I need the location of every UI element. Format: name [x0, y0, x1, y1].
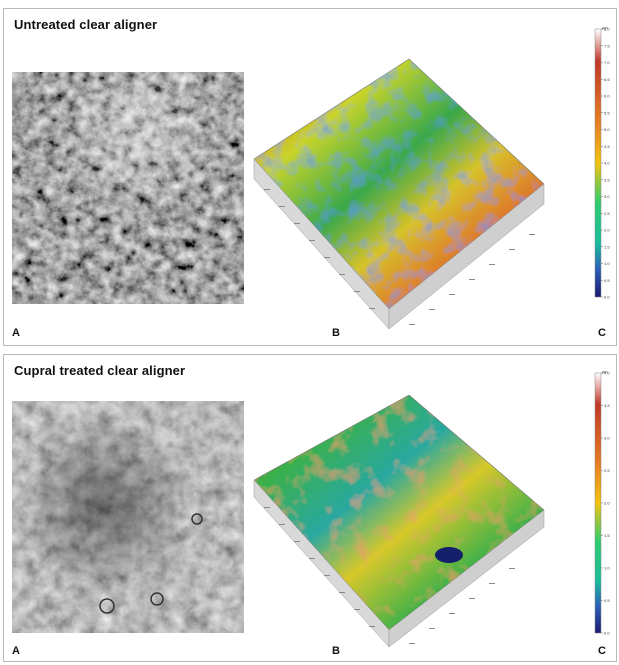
- topography-3d-plot: [253, 58, 545, 330]
- colorbar-tick-label: 4.5: [604, 144, 610, 149]
- colorbar-tick-label: 7.5: [604, 43, 610, 48]
- colorbar-tick-label: 4.0: [604, 371, 610, 376]
- colorbar: µm8.0 7.5 7.0 6.5 6.0 5.5 5.0 4.5 4.0 3.5 3.0 2.5 2.…: [594, 25, 610, 300]
- colorbar-tick-label: 5.0: [604, 127, 610, 132]
- colorbar-tick-label: 1.5: [604, 244, 610, 249]
- colorbar-tick-label: 2.0: [604, 501, 610, 506]
- colorbar-tick-label: 6.5: [604, 77, 610, 82]
- colorbar-tick-label: 0.5: [604, 278, 610, 283]
- colorbar-tick-label: 6.0: [604, 94, 610, 99]
- colorbar-tick-label: 3.0: [604, 436, 610, 441]
- panel-title: Cupral treated clear aligner: [14, 363, 186, 378]
- colorbar-tick-label: 2.5: [604, 211, 610, 216]
- sem-image: [12, 401, 244, 633]
- panel-title: Untreated clear aligner: [14, 17, 158, 32]
- untreated-panel: Untreated clear aligner: [3, 8, 617, 346]
- colorbar-tick-label: 2.0: [604, 228, 610, 233]
- label-c: C: [598, 327, 606, 339]
- colorbar-tick-label: 0.0: [604, 295, 610, 300]
- label-a: A: [12, 327, 20, 339]
- colorbar-tick-label: 8.0: [604, 27, 610, 32]
- colorbar: µm4.0 3.5 3.0 2.5 2.0 1.5 1.0 0.5 0.0: [594, 369, 610, 636]
- colorbar-tick-label: 0.5: [604, 598, 610, 603]
- label-b: B: [332, 327, 340, 339]
- colorbar-tick-label: 3.0: [604, 194, 610, 199]
- label-b: B: [332, 645, 340, 657]
- colorbar-unit: µm: [602, 369, 608, 374]
- colorbar-tick-label: 2.5: [604, 468, 610, 473]
- sem-image: [12, 72, 244, 304]
- colorbar-tick-label: 3.5: [604, 177, 610, 182]
- colorbar-tick-label: 4.0: [604, 161, 610, 166]
- colorbar-tick-label: 0.0: [604, 631, 610, 636]
- colorbar-tick-label: 1.5: [604, 533, 610, 538]
- colorbar-tick-label: 5.5: [604, 110, 610, 115]
- colorbar-tick-label: 7.0: [604, 60, 610, 65]
- cupral-treated-panel: Cupral treated clear aligner: [3, 354, 617, 662]
- label-c: C: [598, 645, 606, 657]
- label-a: A: [12, 645, 20, 657]
- colorbar-tick-label: 1.0: [604, 566, 610, 571]
- topography-3d-plot: [253, 394, 545, 648]
- colorbar-tick-label: 1.0: [604, 261, 610, 266]
- colorbar-tick-label: 3.5: [604, 403, 610, 408]
- colorbar-unit: µm: [602, 25, 608, 30]
